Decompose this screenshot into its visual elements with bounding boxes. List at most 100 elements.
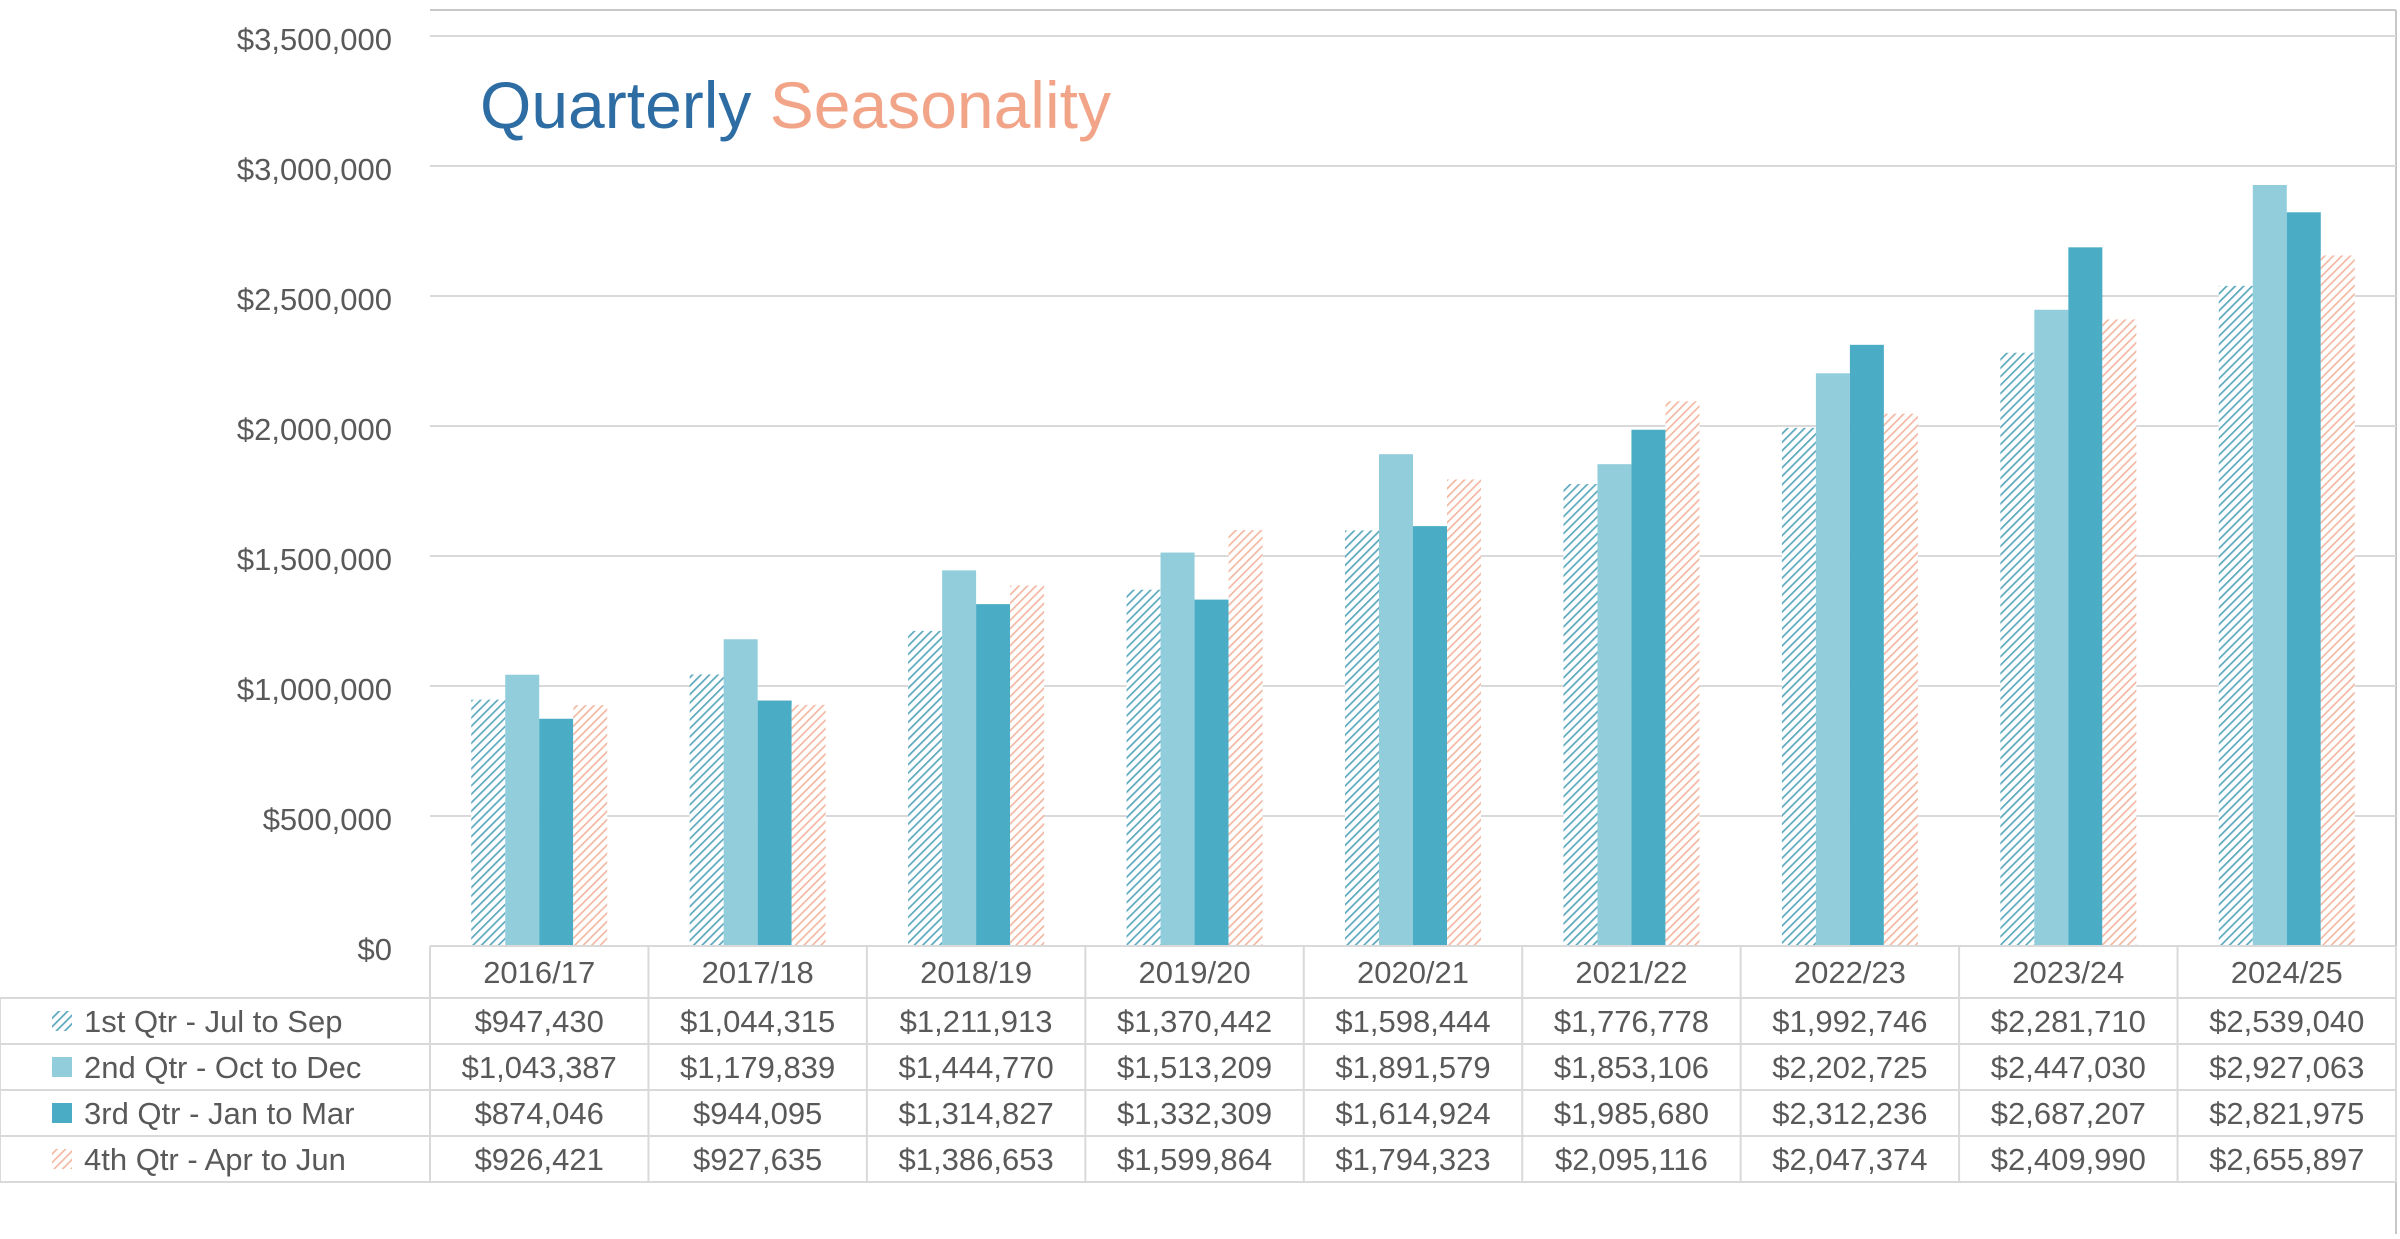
y-tick-label: $1,000,000	[237, 672, 392, 707]
bar	[1345, 530, 1379, 946]
bar	[723, 639, 758, 946]
bar	[1597, 464, 1632, 946]
x-tick-label: 2021/22	[1575, 955, 1687, 990]
bar	[573, 705, 608, 946]
bar	[1781, 427, 1816, 946]
bar	[2034, 309, 2069, 946]
data-label: $1,985,680	[1554, 1096, 1709, 1131]
data-label: $2,095,116	[1555, 1142, 1708, 1177]
bar	[1413, 526, 1447, 946]
y-tick-label: $3,000,000	[237, 152, 392, 187]
data-label: $1,776,778	[1554, 1004, 1709, 1039]
data-label: $1,444,770	[899, 1050, 1054, 1085]
x-tick-label: 2023/24	[2012, 955, 2124, 990]
x-tick-label: 2019/20	[1139, 955, 1251, 990]
legend-label: 4th Qtr - Apr to Jun	[84, 1142, 346, 1177]
data-label: $1,853,106	[1554, 1050, 1709, 1085]
data-label: $1,314,827	[899, 1096, 1054, 1131]
y-tick-label: $1,500,000	[237, 542, 392, 577]
x-tick-label: 2018/19	[920, 955, 1032, 990]
data-label: $874,046	[475, 1096, 604, 1131]
data-label: $1,179,839	[680, 1050, 835, 1085]
data-label: $2,447,030	[1991, 1050, 2146, 1085]
x-tick-label: 2017/18	[702, 955, 814, 990]
data-label: $2,539,040	[2209, 1004, 2364, 1039]
data-label: $2,927,063	[2209, 1050, 2364, 1085]
data-label: $1,043,387	[462, 1050, 617, 1085]
data-label: $2,281,710	[1991, 1004, 2146, 1039]
data-label: $2,409,990	[1991, 1142, 2146, 1177]
data-label: $2,047,374	[1772, 1142, 1927, 1177]
data-label: $1,891,579	[1335, 1050, 1490, 1085]
data-label: $1,386,653	[899, 1142, 1054, 1177]
data-label: $1,614,924	[1335, 1096, 1490, 1131]
data-label: $1,992,746	[1772, 1004, 1927, 1039]
data-label: $2,202,725	[1772, 1050, 1927, 1085]
bar	[1815, 373, 1850, 946]
data-label: $1,044,315	[680, 1004, 835, 1039]
bar	[539, 718, 574, 946]
data-label: $1,794,323	[1335, 1142, 1490, 1177]
bar	[791, 704, 826, 946]
data-label: $1,370,442	[1117, 1004, 1272, 1039]
data-label: $2,312,236	[1772, 1096, 1927, 1131]
bar	[1665, 401, 1700, 946]
x-tick-label: 2020/21	[1357, 955, 1469, 990]
data-label: $1,513,209	[1117, 1050, 1272, 1085]
y-tick-label: $2,500,000	[237, 282, 392, 317]
bar	[1194, 599, 1229, 946]
bar	[1126, 589, 1161, 946]
bar	[757, 700, 792, 946]
y-tick-label: $3,500,000	[237, 22, 392, 57]
bar	[1447, 479, 1481, 946]
data-label: $1,211,913	[900, 1004, 1053, 1039]
bar	[942, 570, 977, 946]
data-label: $1,598,444	[1335, 1004, 1490, 1039]
bar	[1883, 413, 1918, 947]
legend-key	[52, 1103, 72, 1123]
legend-label: 1st Qtr - Jul to Sep	[84, 1004, 342, 1039]
data-label: $944,095	[693, 1096, 822, 1131]
bar	[1228, 530, 1263, 946]
bar	[908, 630, 943, 946]
bar	[1010, 585, 1045, 946]
bar	[2102, 319, 2137, 946]
legend-key	[52, 1011, 72, 1031]
bar	[2252, 184, 2287, 946]
x-tick-label: 2024/25	[2231, 955, 2343, 990]
bar	[2068, 247, 2103, 947]
data-label: $927,635	[693, 1142, 822, 1177]
chart-title-part: Quarterly	[480, 68, 751, 142]
bar	[1563, 484, 1598, 946]
legend-key	[52, 1149, 72, 1169]
data-label: $2,687,207	[1991, 1096, 2146, 1131]
chart-title-part: Seasonality	[751, 68, 1111, 142]
bar	[505, 674, 540, 946]
chart-title: Quarterly Seasonality	[480, 68, 1111, 142]
data-label: $2,821,975	[2209, 1096, 2364, 1131]
bar	[1631, 429, 1666, 946]
bar	[2286, 212, 2321, 946]
bar	[471, 699, 506, 946]
data-label: $947,430	[475, 1004, 604, 1039]
bar	[976, 604, 1011, 946]
bar	[689, 674, 724, 946]
x-tick-label: 2016/17	[483, 955, 595, 990]
y-tick-label: $500,000	[263, 802, 392, 837]
bar	[1160, 552, 1195, 946]
data-label: $2,655,897	[2209, 1142, 2364, 1177]
data-label: $1,599,864	[1117, 1142, 1272, 1177]
x-tick-label: 2022/23	[1794, 955, 1906, 990]
bar	[2320, 255, 2355, 946]
bar	[2000, 352, 2035, 947]
y-tick-label: $0	[358, 932, 392, 967]
bar	[1849, 344, 1884, 947]
data-label: $926,421	[475, 1142, 604, 1177]
data-label: $1,332,309	[1117, 1096, 1272, 1131]
legend-label: 2nd Qtr - Oct to Dec	[84, 1050, 361, 1085]
bar	[2218, 285, 2253, 946]
y-tick-label: $2,000,000	[237, 412, 392, 447]
bar	[1379, 454, 1413, 946]
